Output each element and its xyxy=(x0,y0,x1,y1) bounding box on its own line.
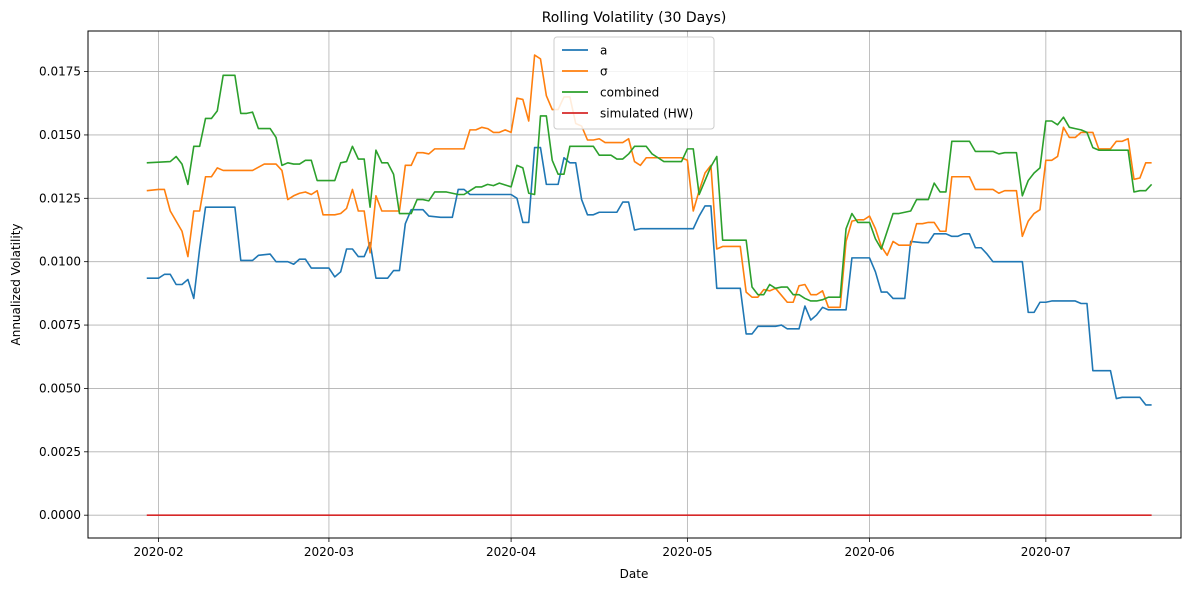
legend-label: σ xyxy=(600,65,608,79)
legend: aσ combined simulated (HW) xyxy=(553,36,715,130)
legend-label: combined xyxy=(600,86,659,100)
y-tick-label: 0.0075 xyxy=(39,318,81,332)
y-axis-ticks: 0.0000 0.0025 0.0050 0.0075 0.0100 0.0125 0.01… xyxy=(39,65,88,522)
series-line-a xyxy=(146,146,1152,406)
series-lines xyxy=(146,54,1153,516)
x-axis-label: Date xyxy=(620,567,649,581)
x-tick-label: 2020-06 xyxy=(844,545,894,559)
x-axis-ticks: 2020-02 2020-03 2020-04 2020-05 2020-06 2020-… xyxy=(133,538,1071,559)
series-line-combined xyxy=(146,74,1153,302)
x-tick-label: 2020-02 xyxy=(133,545,183,559)
legend-box xyxy=(553,36,715,130)
chart-title: Rolling Volatility (30 Days) xyxy=(542,10,727,26)
y-tick-label: 0.0025 xyxy=(39,445,81,459)
plot-frame xyxy=(87,30,1182,539)
legend-label: simulated (HW) xyxy=(600,107,693,121)
series-line- xyxy=(146,54,1152,309)
y-tick-label: 0.0150 xyxy=(39,128,81,142)
y-tick-label: 0.0050 xyxy=(39,381,81,395)
legend-label: a xyxy=(600,44,607,58)
y-tick-label: 0.0125 xyxy=(39,191,81,205)
x-tick-label: 2020-03 xyxy=(304,545,354,559)
y-tick-label: 0.0175 xyxy=(39,65,81,79)
y-axis-label: Annualized Volatility xyxy=(9,224,23,346)
x-tick-label: 2020-05 xyxy=(662,545,712,559)
y-tick-label: 0.0100 xyxy=(39,255,81,269)
x-tick-label: 2020-07 xyxy=(1021,545,1071,559)
y-tick-label: 0.0000 xyxy=(39,508,81,522)
x-tick-label: 2020-04 xyxy=(486,545,536,559)
